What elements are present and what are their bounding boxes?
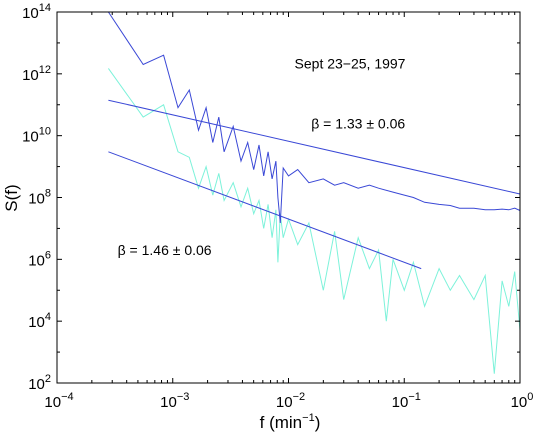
y-tick-label: 1010 [22,126,51,146]
y-tick-label-base: 10 [22,5,39,22]
x-axis-label: f (min−1) [260,412,321,432]
x-axis-label-exp: −1 [302,412,315,424]
y-tick-label-base: 10 [28,376,45,393]
ticks-group [56,11,521,384]
x-tick-label-base: 10 [511,394,528,411]
y-tick-label-exp: 8 [45,188,51,200]
x-tick-label-exp: −3 [177,391,190,403]
y-tick-label-base: 10 [28,252,45,269]
x-tick-label: 10−1 [392,391,421,411]
y-tick-label: 106 [28,249,51,269]
x-tick-label-base: 10 [44,394,61,411]
annotation-beta-lower: β = 1.46 ± 0.06 [118,242,212,258]
y-tick-label: 108 [28,188,51,208]
x-tick-label: 10−3 [160,391,189,411]
y-tick-label-base: 10 [28,314,45,331]
x-tick-label: 100 [511,391,534,411]
x-tick-label-base: 10 [392,394,409,411]
x-tick-label-exp: −1 [408,391,421,403]
y-tick-label: 1012 [22,64,51,84]
y-axis-label: S(f) [2,184,21,211]
series-line-0 [107,11,521,224]
plot-area [107,11,521,374]
x-tick-label: 10−2 [276,391,305,411]
x-tick-label-exp: −4 [61,391,74,403]
y-tick-label: 104 [28,311,51,331]
series-line-2 [108,99,521,195]
y-tick-label-base: 10 [22,129,39,146]
y-tick-label-base: 10 [28,191,45,208]
x-tick-label-exp: 0 [527,391,533,403]
y-tick-label-exp: 12 [39,64,51,76]
y-tick-label-exp: 4 [45,311,51,323]
y-tick-label-exp: 2 [45,373,51,385]
x-tick-label-exp: −2 [293,391,306,403]
y-tick-label: 1014 [22,2,51,22]
x-tick-label-base: 10 [160,394,177,411]
annotation-beta-upper: β = 1.33 ± 0.06 [311,116,405,132]
x-tick-label: 10−4 [44,391,73,411]
x-axis-label-close: ) [315,413,321,432]
annotation-date: Sept 23−25, 1997 [295,55,406,71]
y-tick-label-exp: 6 [45,249,51,261]
y-tick-label-base: 10 [22,67,39,84]
axes-frame [56,11,521,384]
x-tick-label-base: 10 [276,394,293,411]
x-axis-label-main: f (min [260,413,303,432]
y-tick-label-exp: 10 [39,126,51,138]
series-line-1 [107,68,521,374]
series-line-3 [108,151,422,270]
y-tick-label-exp: 14 [39,2,51,14]
tick-labels-group: 10−4 10−3 10−2 10−1 100102104106108101010121… [22,2,533,411]
y-tick-label: 102 [28,373,51,393]
